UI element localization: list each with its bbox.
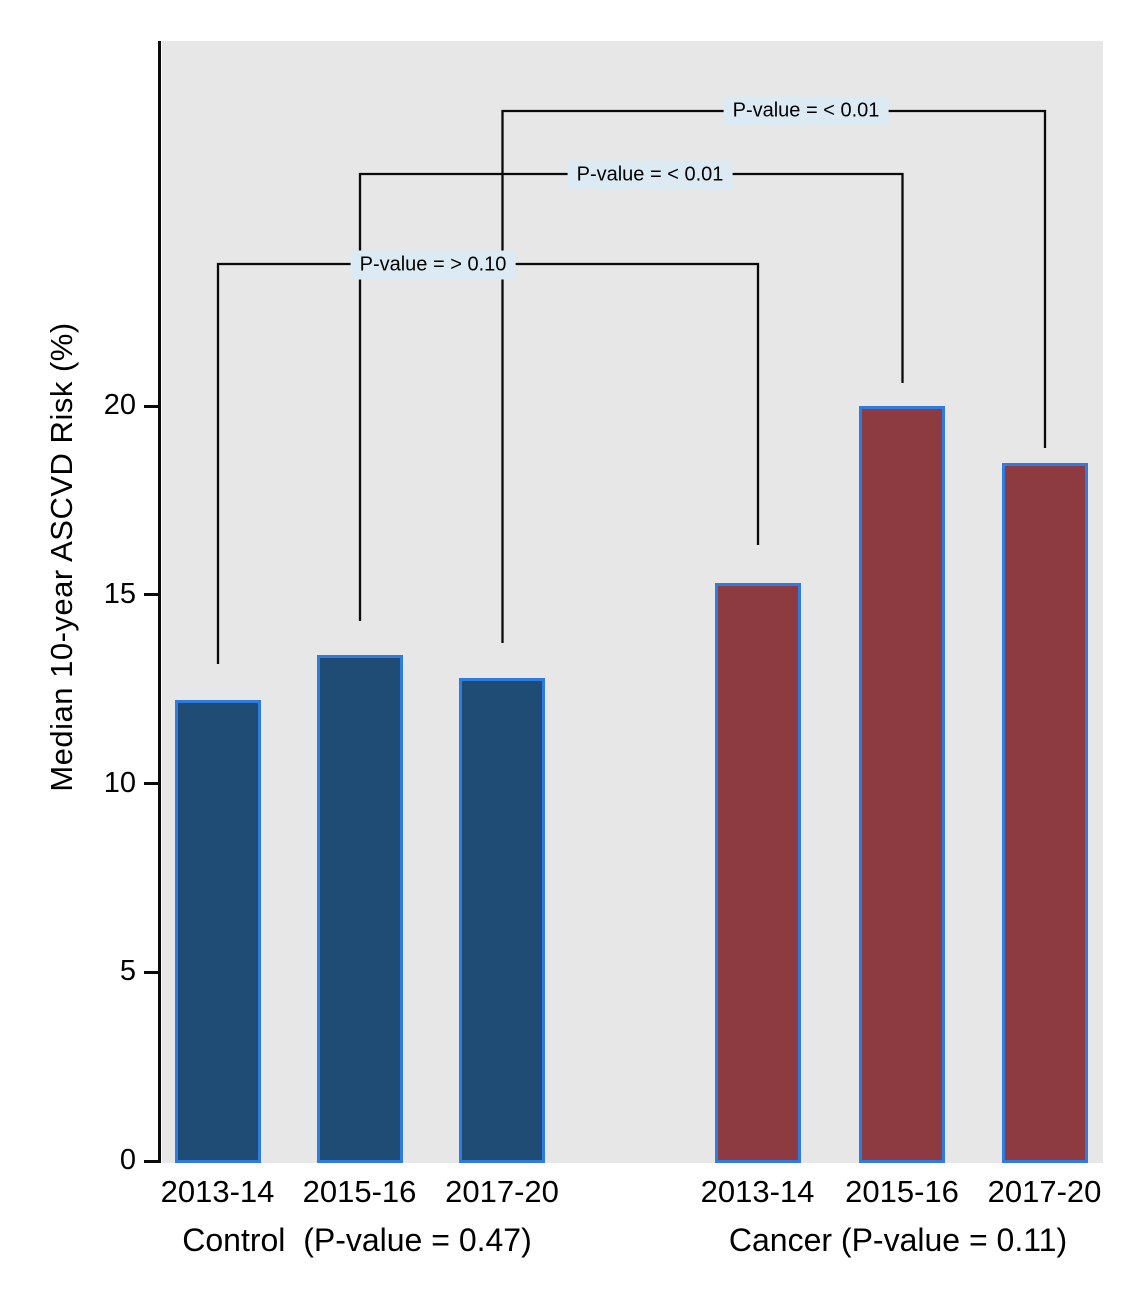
x-tick-label: 2017-20	[987, 1174, 1102, 1209]
x-tick-label: 2017-20	[445, 1174, 559, 1209]
plot-area	[162, 41, 1103, 1163]
bar-control-2017-20	[459, 677, 545, 1163]
y-tick-label: 15	[103, 577, 136, 610]
p-value-annotation-2015-16: P-value = < 0.01	[567, 160, 733, 190]
x-tick-label: 2015-16	[302, 1174, 417, 1209]
x-tick-label: 2013-14	[700, 1174, 815, 1209]
y-axis-line	[158, 41, 161, 1163]
group-label-cancer: Cancer (P-value = 0.11)	[728, 1222, 1068, 1258]
y-tick-mark	[144, 404, 158, 408]
y-tick-label: 0	[119, 1143, 136, 1176]
y-tick-mark	[144, 1159, 158, 1163]
bar-cancer-2013-14	[714, 583, 801, 1163]
bar-control-2015-16	[316, 655, 403, 1163]
p-value-annotation-2013-14: P-value = > 0.10	[350, 250, 516, 280]
y-tick-label: 10	[103, 766, 136, 799]
y-tick-mark	[144, 970, 158, 974]
bar-cancer-2015-16	[859, 406, 945, 1163]
y-tick-label: 20	[103, 388, 136, 421]
y-tick-label: 5	[119, 955, 136, 988]
x-tick-label: 2013-14	[160, 1174, 275, 1209]
p-value-annotation-2017-20: P-value = < 0.01	[723, 96, 889, 126]
group-label-control: Control (P-value = 0.47)	[182, 1222, 532, 1258]
bar-control-2013-14	[174, 700, 261, 1163]
y-tick-mark	[144, 593, 158, 597]
y-tick-mark	[144, 782, 158, 785]
bar-cancer-2017-20	[1001, 462, 1088, 1163]
x-tick-label: 2015-16	[845, 1174, 959, 1209]
